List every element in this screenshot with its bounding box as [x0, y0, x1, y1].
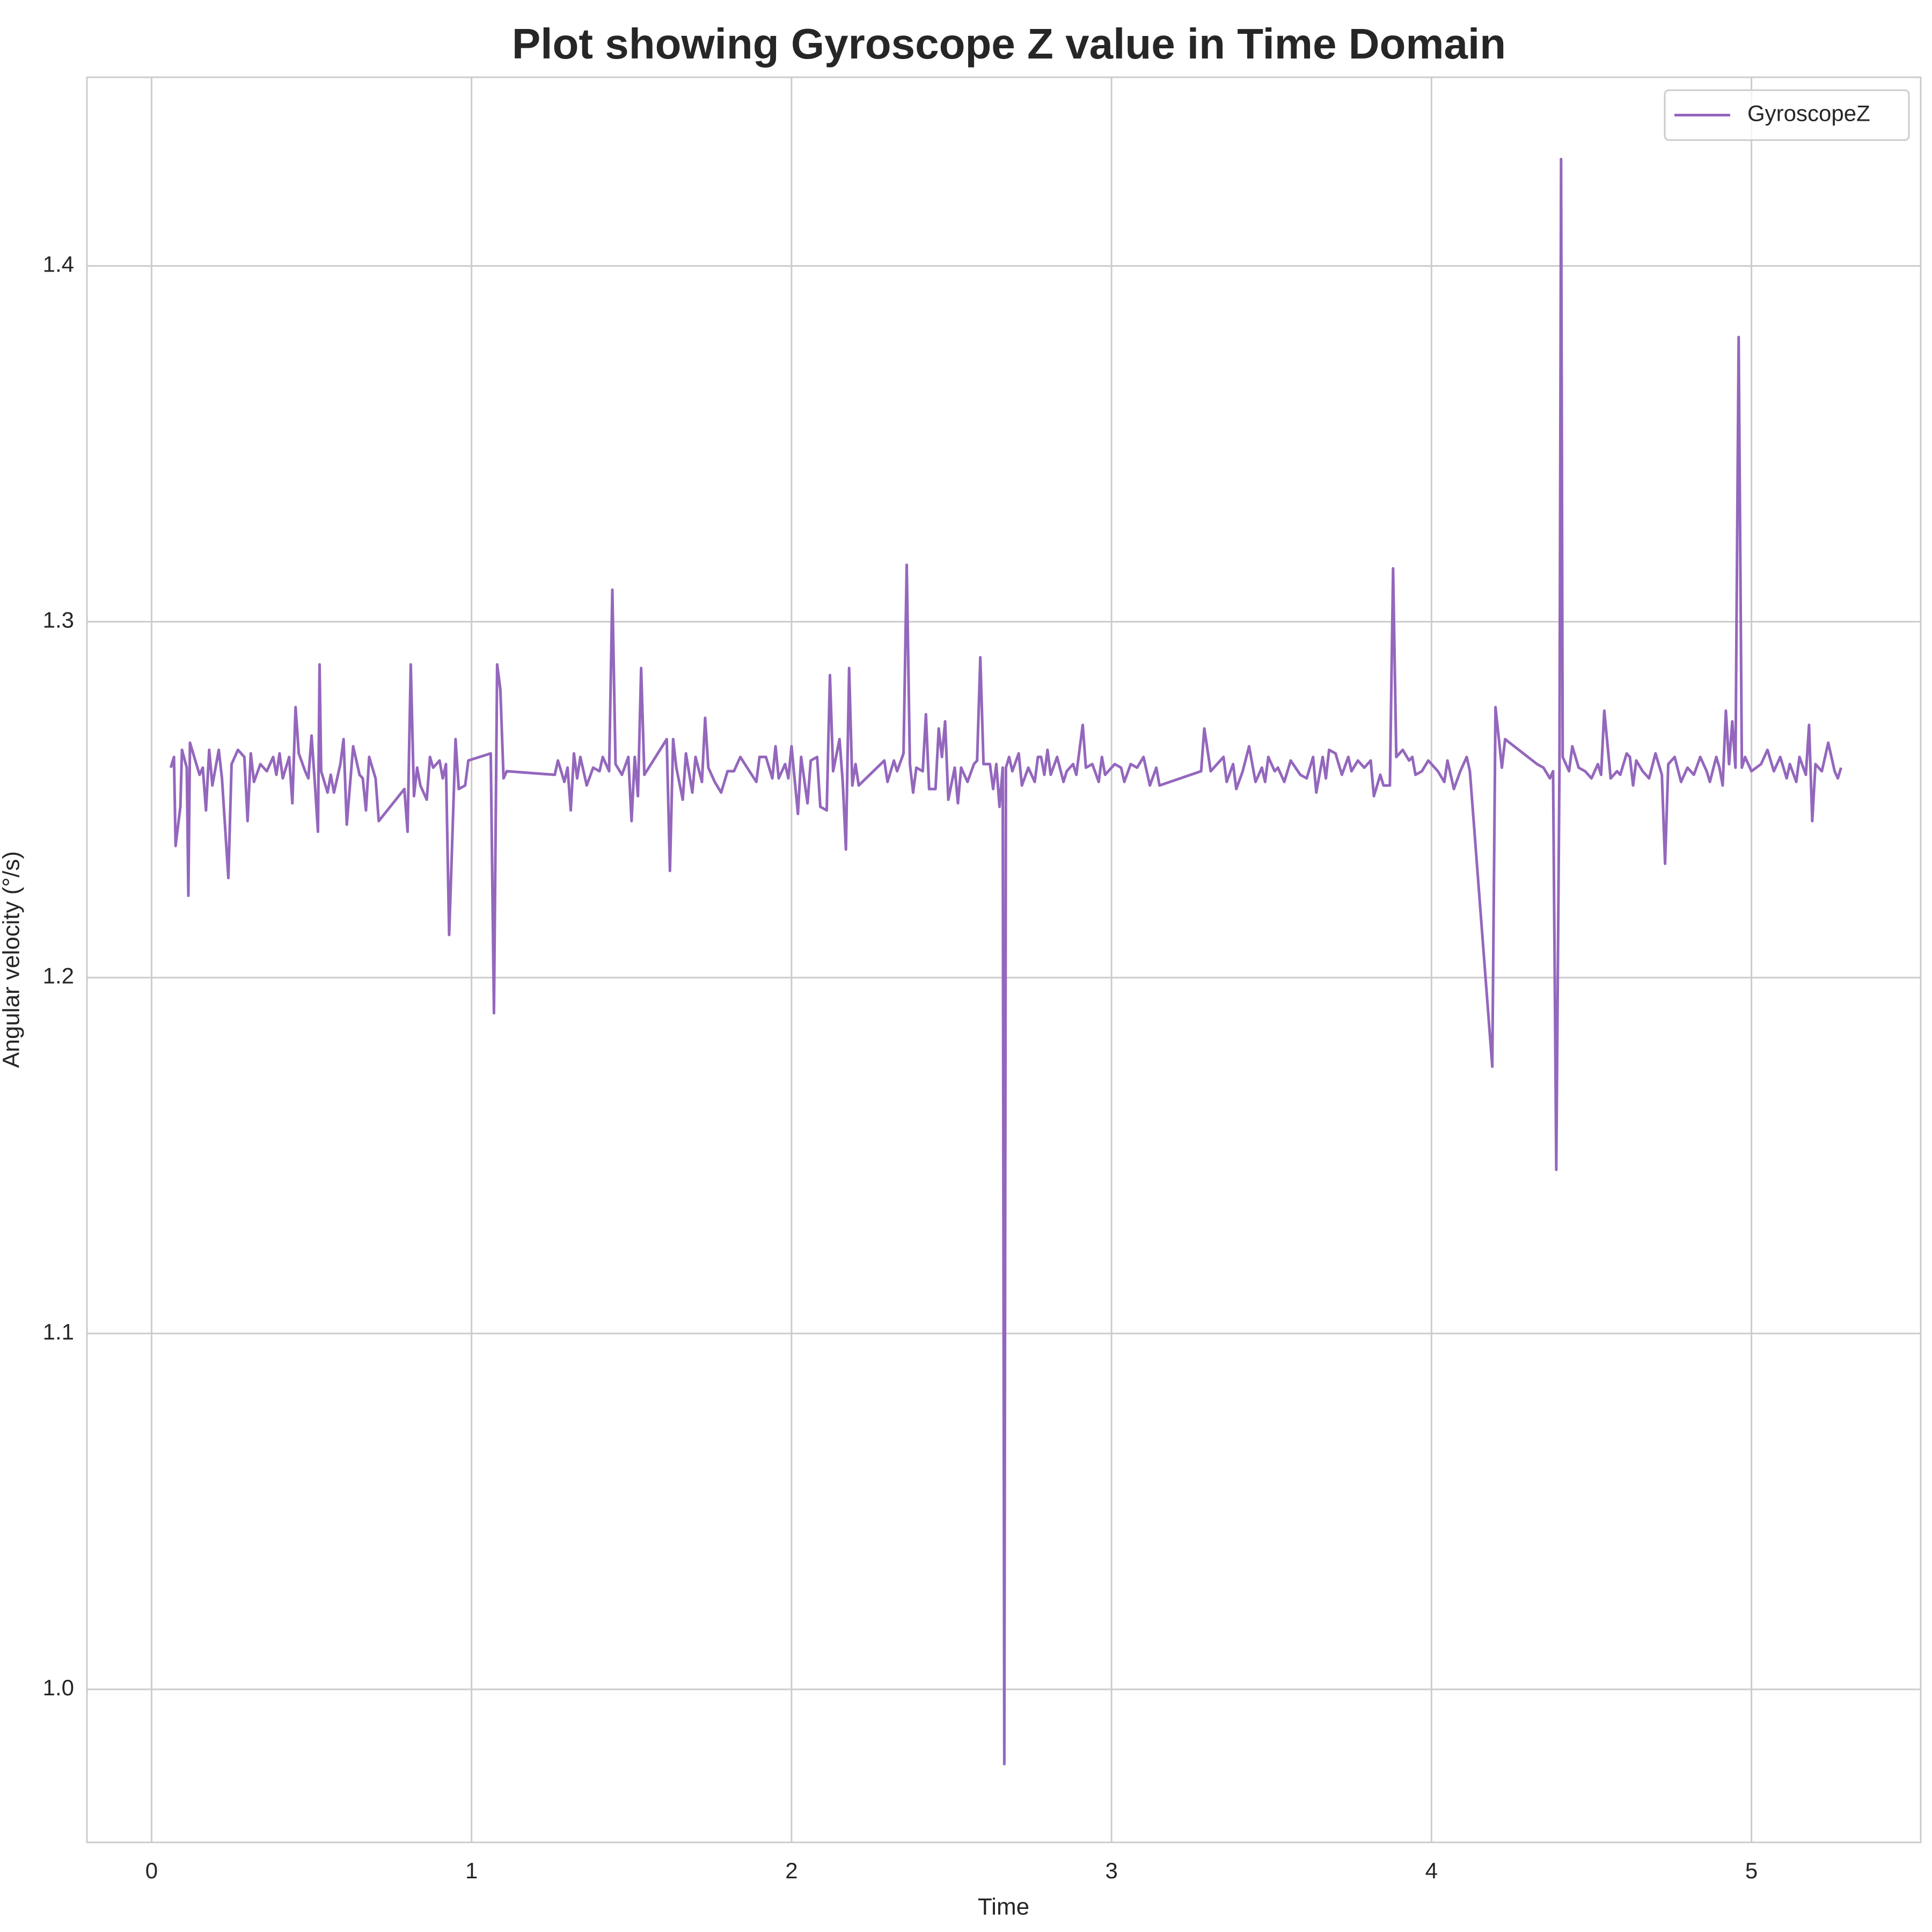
data-line: [169, 158, 1842, 1766]
x-tick-label: 1: [465, 1858, 478, 1883]
chart-title: Plot showing Gyroscope Z value in Time D…: [512, 20, 1506, 68]
x-tick-label: 5: [1745, 1858, 1758, 1883]
x-axis-label: Time: [978, 1894, 1029, 1920]
y-tick-label: 1.4: [43, 252, 74, 277]
legend-label: GyroscopeZ: [1747, 101, 1870, 126]
y-tick-label: 1.0: [43, 1675, 74, 1700]
x-tick-label: 4: [1425, 1858, 1438, 1883]
legend-box: [1664, 89, 1910, 141]
x-tick-label: 3: [1105, 1858, 1117, 1883]
x-tick-label: 0: [145, 1858, 158, 1883]
y-tick-label: 1.3: [43, 608, 74, 633]
y-tick-label: 1.1: [43, 1319, 74, 1344]
plot-frame: [86, 76, 1922, 1843]
y-axis-label: Angular velocity (°/s): [0, 851, 25, 1068]
x-tick-label: 2: [785, 1858, 797, 1883]
y-tick-label: 1.2: [43, 963, 74, 989]
